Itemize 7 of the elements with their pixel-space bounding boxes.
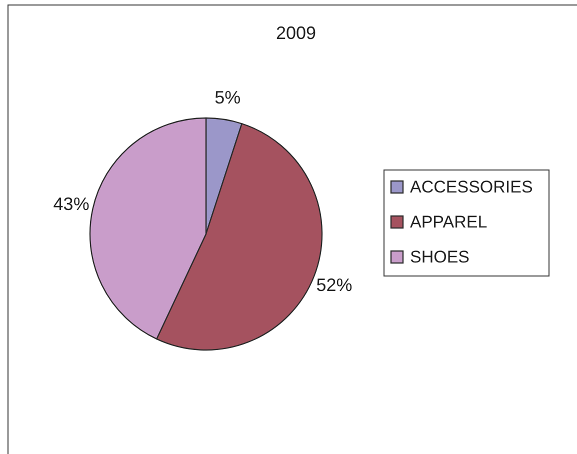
data-label: 43% <box>53 194 90 214</box>
legend-label: SHOES <box>410 248 470 266</box>
data-label: 52% <box>316 274 352 295</box>
legend-label: APPAREL <box>410 212 488 232</box>
legend-label: ACCESSORIES <box>410 178 533 196</box>
data-label: 5% <box>214 88 241 108</box>
chart-title: 2009 <box>276 23 316 43</box>
